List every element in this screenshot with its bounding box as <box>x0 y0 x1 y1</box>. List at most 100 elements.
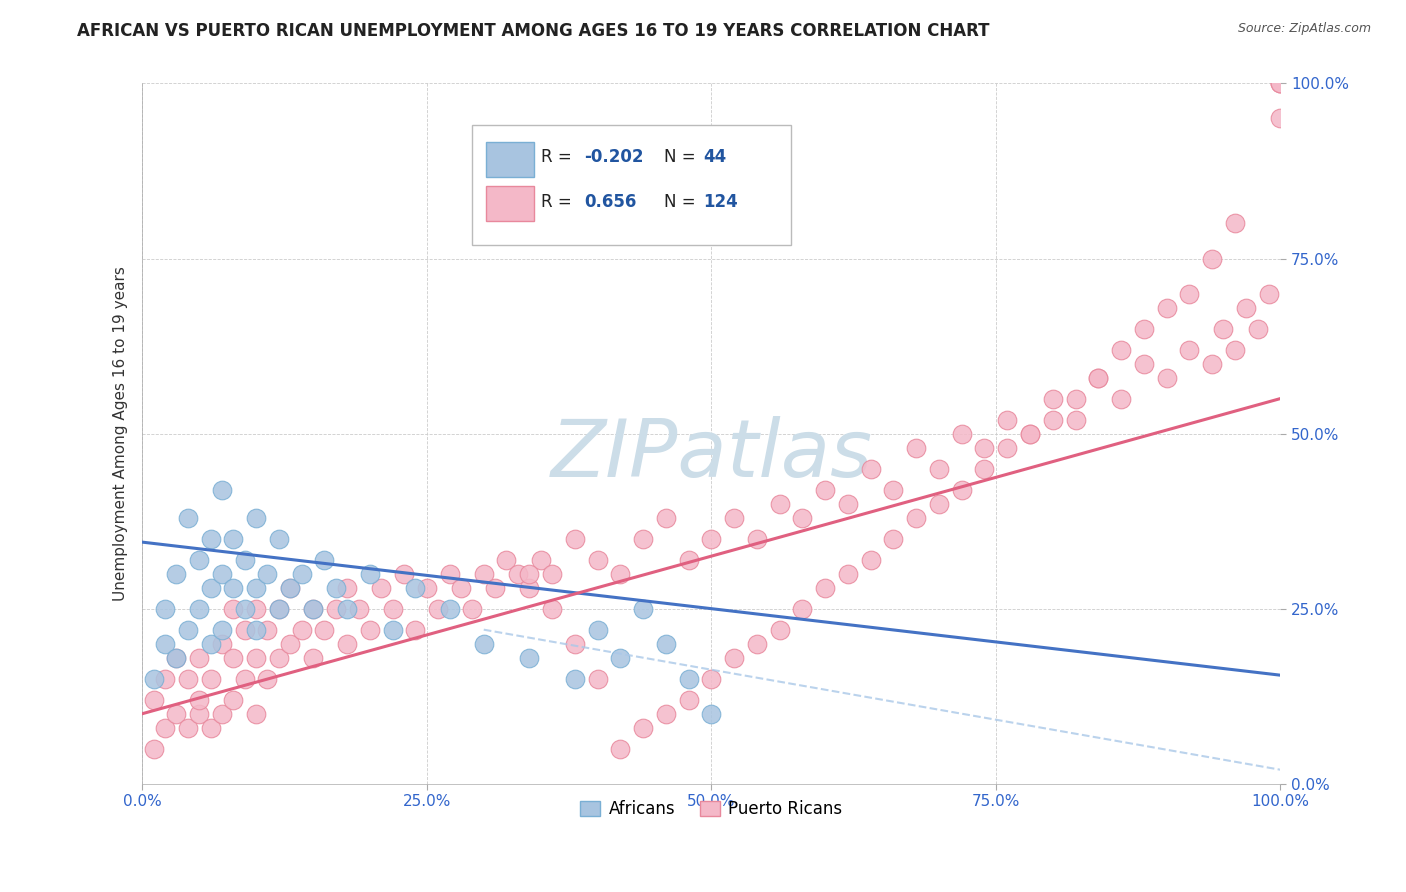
Point <box>723 650 745 665</box>
Point <box>188 601 211 615</box>
Point <box>381 601 404 615</box>
Point <box>541 601 564 615</box>
Point <box>211 566 233 581</box>
Point <box>1223 217 1246 231</box>
Point <box>541 566 564 581</box>
Text: 0.656: 0.656 <box>583 194 637 211</box>
Point <box>404 581 426 595</box>
Point <box>814 581 837 595</box>
Point <box>609 566 631 581</box>
Point <box>1064 392 1087 406</box>
Point <box>200 721 222 735</box>
Point <box>517 581 540 595</box>
Point <box>222 692 245 706</box>
Point <box>188 692 211 706</box>
Point <box>233 672 256 686</box>
Text: -0.202: -0.202 <box>583 148 644 166</box>
FancyBboxPatch shape <box>486 142 534 177</box>
Point <box>973 461 995 475</box>
Point <box>450 581 472 595</box>
Point <box>188 552 211 566</box>
Point <box>928 497 950 511</box>
Point <box>586 623 609 637</box>
Point <box>336 601 359 615</box>
Point <box>302 601 325 615</box>
Point <box>745 637 768 651</box>
Point <box>211 706 233 721</box>
Text: AFRICAN VS PUERTO RICAN UNEMPLOYMENT AMONG AGES 16 TO 19 YEARS CORRELATION CHART: AFRICAN VS PUERTO RICAN UNEMPLOYMENT AMO… <box>77 22 990 40</box>
Point <box>233 552 256 566</box>
Point <box>439 601 461 615</box>
Point <box>700 532 723 546</box>
Point <box>314 623 336 637</box>
Point <box>655 637 678 651</box>
Point <box>222 601 245 615</box>
Text: N =: N = <box>664 194 700 211</box>
Point <box>1042 392 1064 406</box>
Point <box>211 637 233 651</box>
Point <box>177 623 200 637</box>
Point <box>222 532 245 546</box>
Point <box>609 650 631 665</box>
Point <box>1270 77 1292 91</box>
Point <box>472 566 495 581</box>
Point <box>1109 392 1132 406</box>
Point <box>153 721 176 735</box>
Point <box>1133 321 1156 335</box>
Point <box>461 601 484 615</box>
Point <box>177 672 200 686</box>
Point <box>142 692 165 706</box>
Point <box>211 623 233 637</box>
Point <box>1156 370 1178 384</box>
Point <box>404 623 426 637</box>
Point <box>347 601 370 615</box>
Point <box>142 741 165 756</box>
Point <box>1212 321 1234 335</box>
Point <box>1178 286 1201 301</box>
Point <box>245 650 267 665</box>
Point <box>678 552 700 566</box>
Point <box>188 650 211 665</box>
Point <box>814 483 837 497</box>
Point <box>245 510 267 524</box>
Text: R =: R = <box>541 148 576 166</box>
Point <box>200 637 222 651</box>
Point <box>302 601 325 615</box>
Point <box>700 706 723 721</box>
Point <box>769 497 792 511</box>
Point <box>267 650 290 665</box>
Point <box>222 650 245 665</box>
Point <box>165 650 187 665</box>
Point <box>1087 370 1109 384</box>
Point <box>1270 77 1292 91</box>
Point <box>439 566 461 581</box>
FancyBboxPatch shape <box>486 186 534 221</box>
Point <box>325 581 347 595</box>
Point <box>291 566 314 581</box>
Point <box>359 566 381 581</box>
Legend: Africans, Puerto Ricans: Africans, Puerto Ricans <box>574 793 849 824</box>
Point <box>256 566 278 581</box>
Point <box>950 426 973 441</box>
Point <box>177 510 200 524</box>
Point <box>1042 412 1064 426</box>
Point <box>370 581 392 595</box>
Point <box>655 510 678 524</box>
Point <box>1019 426 1042 441</box>
Point <box>631 721 654 735</box>
Point <box>586 552 609 566</box>
Point <box>1156 301 1178 315</box>
Point <box>256 623 278 637</box>
Point <box>792 601 814 615</box>
Point <box>882 483 904 497</box>
Point <box>427 601 450 615</box>
Point <box>1270 112 1292 126</box>
Point <box>1223 343 1246 357</box>
Point <box>1064 412 1087 426</box>
Point <box>484 581 506 595</box>
Point <box>530 552 553 566</box>
FancyBboxPatch shape <box>472 126 792 244</box>
Point <box>325 601 347 615</box>
Point <box>837 566 859 581</box>
Point <box>142 672 165 686</box>
